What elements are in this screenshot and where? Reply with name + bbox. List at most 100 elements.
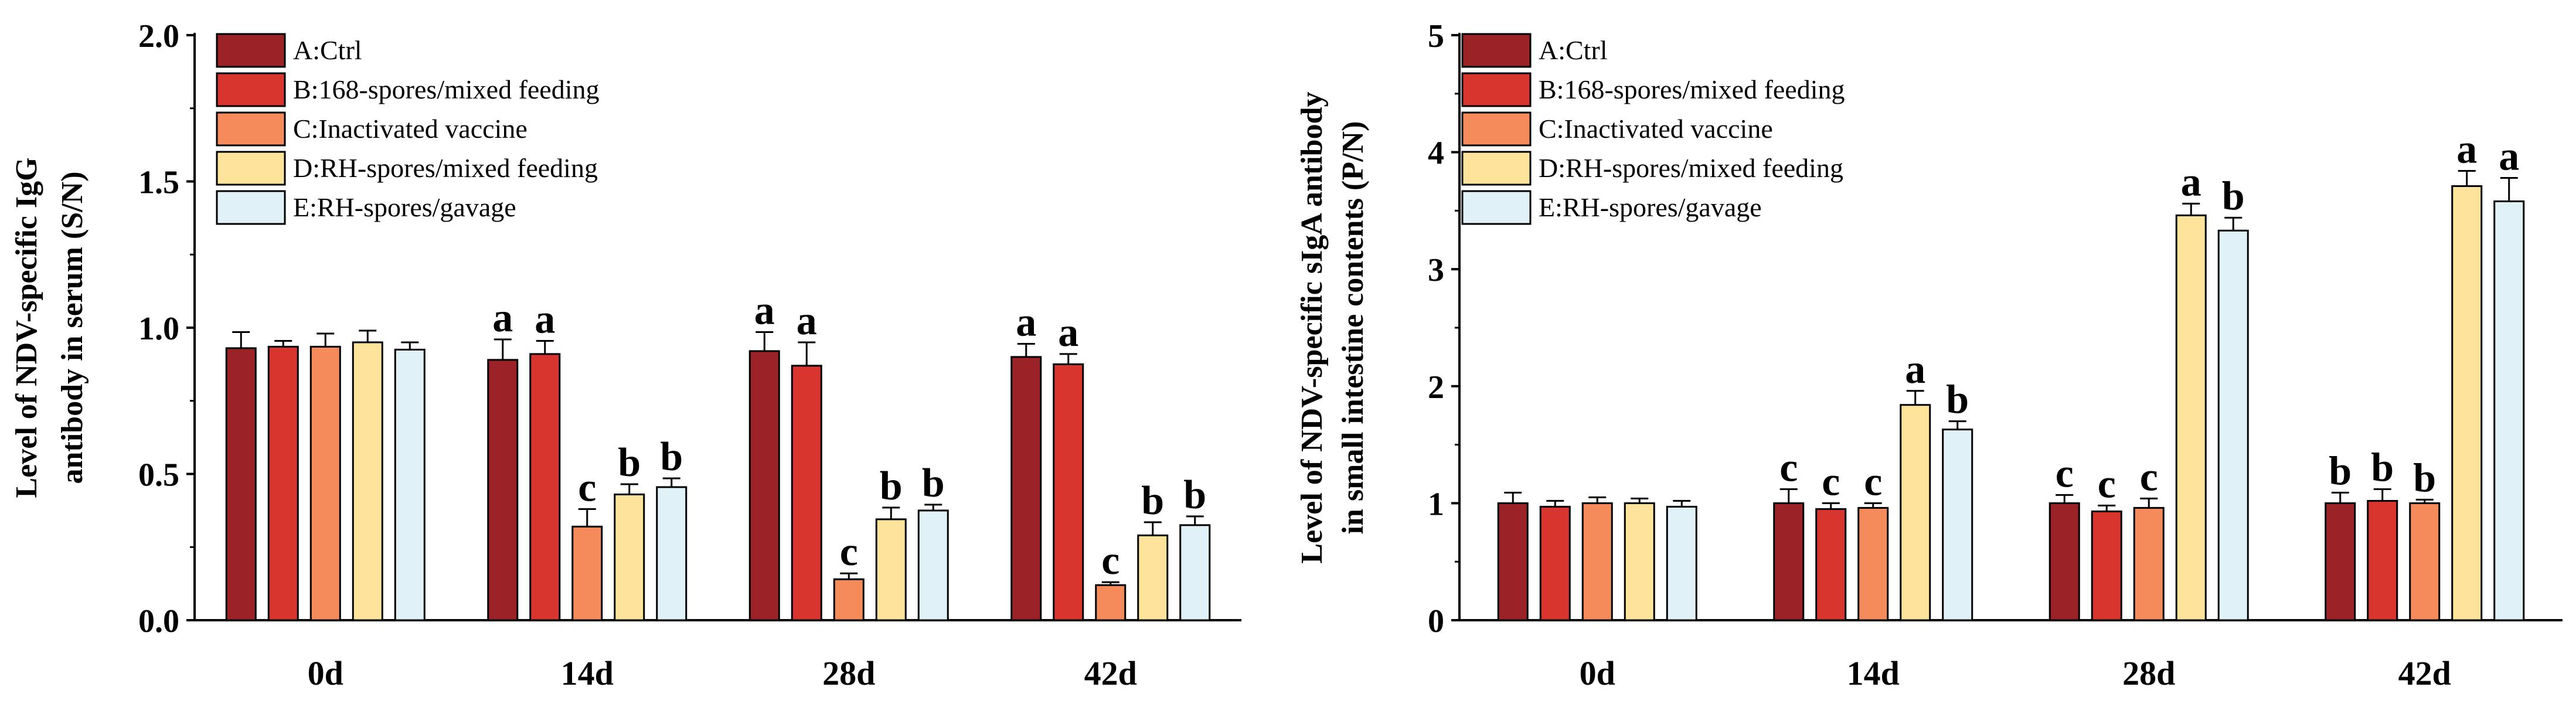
bar: [309, 345, 341, 621]
y-axis-label: Level of NDV-specific IgG: [10, 157, 43, 498]
chart-panel-1: 0.0 0.5 1.0 1.5 2.0 Level of NDV-specific IgG…: [10, 18, 1241, 692]
significance-label: b: [1141, 478, 1164, 523]
legend-label: E:RH-spores/gavage: [1539, 192, 1762, 222]
bar: [1815, 508, 1847, 621]
bar: [917, 509, 949, 621]
bar: [2091, 510, 2122, 621]
bar: [487, 359, 519, 621]
x-tick-label: 0d: [1580, 654, 1615, 692]
bar: [2493, 200, 2525, 621]
bar: [1773, 502, 1805, 621]
y-tick-label: 0.0: [138, 603, 179, 640]
significance-label: c: [1864, 459, 1882, 504]
bar: [791, 365, 822, 621]
significance-label: a: [2499, 134, 2519, 179]
legend-swatch: [216, 72, 286, 107]
significance-label: c: [1822, 459, 1840, 504]
significance-label: c: [840, 529, 858, 574]
y-axis-label: Level of NDV-specific sIgA antibody: [1295, 91, 1329, 563]
legend-swatch: [1461, 111, 1532, 147]
legend-label: D:RH-spores/mixed feeding: [293, 153, 598, 183]
bar: [1666, 505, 1697, 621]
significance-label: b: [2222, 174, 2245, 219]
legend-label: C:Inactivated vaccine: [293, 114, 528, 144]
y-tick-label: 1.5: [138, 165, 179, 201]
legend-swatch: [216, 33, 286, 68]
significance-label: c: [1779, 445, 1798, 490]
significance-label: b: [660, 434, 683, 480]
y-tick-label: 4: [1428, 135, 1444, 172]
bar: [2409, 502, 2441, 621]
bar: [352, 341, 383, 621]
bar: [1137, 534, 1169, 621]
legend-label: C:Inactivated vaccine: [1539, 114, 1773, 144]
bar: [2367, 499, 2398, 621]
legend-label: D:RH-spores/mixed feeding: [1539, 153, 1843, 183]
legend-label: A:Ctrl: [1539, 35, 1608, 65]
legend-swatch: [216, 111, 286, 147]
significance-label: b: [880, 464, 903, 509]
x-tick-label: 14d: [1847, 654, 1900, 692]
significance-label: a: [754, 288, 775, 333]
y-tick-label: 3: [1428, 252, 1444, 288]
bar: [656, 486, 688, 621]
y-tick-label: 2: [1428, 369, 1444, 406]
significance-label: a: [1058, 310, 1078, 355]
y-tick-label: 5: [1428, 18, 1444, 55]
significance-label: a: [2456, 127, 2477, 172]
bar: [394, 348, 426, 621]
bar: [1581, 502, 1613, 621]
x-tick-label: 14d: [561, 654, 614, 692]
significance-label: b: [922, 461, 945, 506]
bar: [614, 493, 645, 621]
bar: [1179, 524, 1211, 621]
bar: [1053, 363, 1084, 621]
bar: [1942, 429, 1973, 621]
legend-label: E:RH-spores/gavage: [293, 192, 516, 222]
significance-label: b: [2413, 455, 2436, 501]
x-tick-label: 28d: [822, 654, 875, 692]
significance-label: c: [578, 465, 596, 510]
bar: [1095, 584, 1127, 621]
bar: [2175, 214, 2207, 621]
significance-label: a: [492, 295, 513, 341]
significance-label: b: [618, 440, 641, 485]
legend-swatch: [1461, 72, 1532, 107]
legend-label: B:168-spores/mixed feeding: [293, 74, 600, 104]
bar: [748, 350, 780, 621]
y-tick-label: 0.5: [138, 457, 179, 494]
bar: [875, 518, 907, 621]
bar: [225, 347, 257, 621]
significance-label: a: [797, 298, 817, 344]
y-tick-label: 0: [1428, 603, 1444, 640]
bar: [1900, 404, 1931, 621]
x-tick-label: 0d: [308, 654, 343, 692]
bar: [1539, 505, 1571, 621]
y-tick-label: 1: [1428, 486, 1444, 522]
bar: [2133, 506, 2165, 621]
y-axis-label: in small intestine contents (P/N): [1336, 121, 1370, 535]
x-tick-label: 42d: [2398, 654, 2451, 692]
bar: [1624, 502, 1655, 621]
bar: [267, 345, 299, 621]
significance-label: c: [1101, 538, 1119, 583]
significance-label: a: [535, 297, 555, 342]
legend-swatch: [1461, 33, 1532, 68]
bar: [2048, 502, 2080, 621]
bar: [833, 578, 865, 621]
significance-label: a: [1016, 300, 1036, 345]
y-tick-label: 1.0: [138, 311, 179, 347]
significance-label: c: [2056, 451, 2074, 496]
legend-swatch: [1461, 151, 1532, 186]
x-tick-label: 28d: [2122, 654, 2175, 692]
bar: [2325, 502, 2356, 621]
y-tick-label: 2.0: [138, 18, 179, 55]
chart-panel-2: 0 1 2 3 4 5 Level of NDV-specific sIgA antibod…: [1295, 18, 2563, 692]
significance-label: b: [2371, 445, 2394, 490]
bar: [1857, 506, 1889, 621]
x-tick-label: 42d: [1084, 654, 1137, 692]
significance-label: c: [2098, 461, 2116, 506]
significance-label: b: [1183, 472, 1206, 518]
